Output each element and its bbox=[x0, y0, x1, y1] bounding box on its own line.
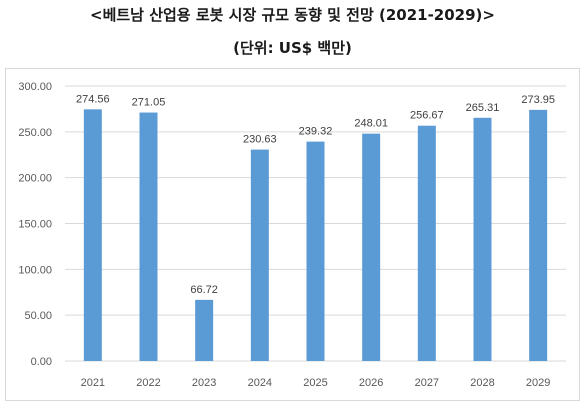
x-tick-label: 2029 bbox=[526, 377, 550, 389]
bar bbox=[195, 299, 214, 361]
y-tick-label: 50.00 bbox=[24, 310, 52, 322]
bar bbox=[250, 149, 269, 361]
y-tick-label: 250.00 bbox=[18, 127, 52, 139]
data-label: 271.05 bbox=[132, 97, 166, 109]
bar bbox=[306, 141, 325, 361]
x-tick-label: 2021 bbox=[81, 377, 105, 389]
y-tick-label: 0.00 bbox=[31, 356, 52, 368]
x-axis-ticks: 2021 2022 2023 2024 2025 2026 2027 2028 2029 bbox=[81, 377, 551, 389]
data-label: 274.56 bbox=[76, 93, 110, 105]
x-tick-label: 2023 bbox=[192, 377, 216, 389]
data-label: 265.31 bbox=[466, 102, 500, 114]
x-tick-label: 2022 bbox=[136, 377, 160, 389]
x-tick-label: 2024 bbox=[248, 377, 272, 389]
bar bbox=[139, 112, 158, 361]
x-tick-label: 2025 bbox=[303, 377, 327, 389]
x-tick-label: 2027 bbox=[415, 377, 439, 389]
y-tick-label: 200.00 bbox=[18, 173, 52, 185]
chart-title: <베트남 산업용 로봇 시장 규모 동향 및 전망 (2021-2029)> bbox=[90, 6, 495, 24]
bar bbox=[83, 109, 102, 361]
bar bbox=[417, 125, 436, 361]
data-label: 66.72 bbox=[190, 284, 218, 296]
y-tick-label: 300.00 bbox=[18, 81, 52, 93]
x-tick-label: 2026 bbox=[359, 377, 383, 389]
y-tick-label: 100.00 bbox=[18, 264, 52, 276]
data-label: 273.95 bbox=[521, 94, 555, 106]
y-tick-label: 150.00 bbox=[18, 219, 52, 231]
data-label: 239.32 bbox=[299, 126, 333, 138]
data-labels: 274.56 271.05 66.72 230.63 239.32 248.01 256.6… bbox=[76, 93, 555, 296]
bar bbox=[529, 109, 548, 361]
data-label: 256.67 bbox=[410, 110, 444, 122]
bar bbox=[362, 133, 381, 361]
data-label: 248.01 bbox=[354, 118, 388, 130]
bar bbox=[473, 117, 492, 361]
x-tick-label: 2028 bbox=[470, 377, 494, 389]
y-axis-ticks: 0.00 50.00 100.00 150.00 200.00 250.00 300.00 bbox=[18, 81, 52, 368]
bars bbox=[83, 109, 548, 361]
chart-subtitle: (단위: US$ 백만) bbox=[233, 39, 352, 57]
data-label: 230.63 bbox=[243, 134, 277, 146]
